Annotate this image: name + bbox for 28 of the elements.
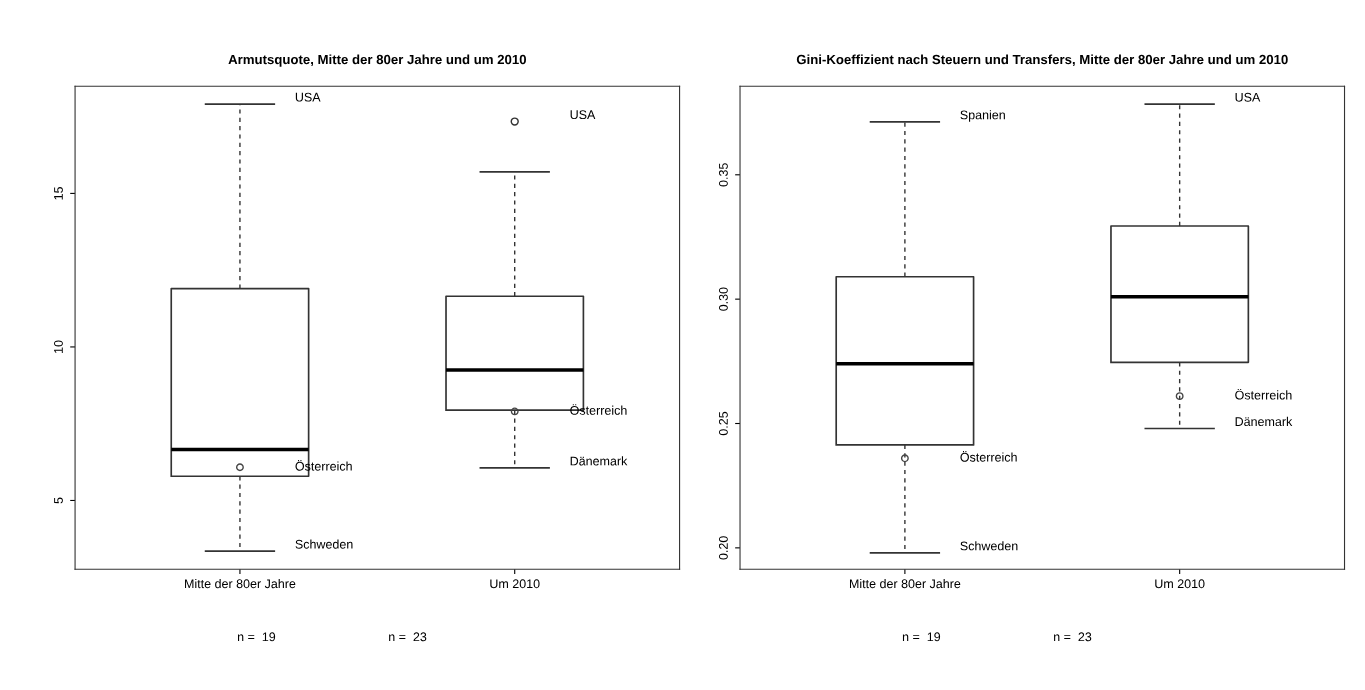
annotation: Österreich [960, 451, 1017, 462]
y-tick-label: 0.35 [718, 163, 728, 187]
y-tick-label: 15 [54, 186, 63, 200]
annotation: Dänemark [1235, 416, 1293, 427]
text: n = 23 [389, 632, 427, 642]
chart-title: Armutsquote, Mitte der 80er Jahre und um 2010 [228, 54, 526, 67]
annotation: Österreich [1235, 388, 1292, 400]
x-tick-label: Um 2010 [1155, 579, 1205, 589]
annotation: Dänemark [570, 456, 628, 466]
x-tick-label: Um 2010 [490, 579, 540, 589]
annotation: Spanien [960, 110, 1005, 122]
annotation: Schweden [960, 541, 1018, 551]
y-tick-label: 0.20 [718, 536, 728, 560]
y-tick-label: 5 [54, 497, 63, 504]
chart-title: Gini-Koeffizient nach Steuern und Transfers, Mitte der 80er Jahre und um 2010 [796, 54, 1288, 67]
y-tick-label: 10 [54, 340, 63, 353]
y-tick-label: 0.30 [718, 287, 728, 311]
annotation: USA [1235, 92, 1261, 102]
text: n = 19 [237, 632, 276, 642]
annotation: USA [570, 110, 596, 120]
x-tick-label: Mitte der 80er Jahre [185, 578, 296, 589]
annotation: Österreich [570, 404, 627, 415]
y-tick-label: 0.25 [718, 411, 728, 436]
x-tick-label: Mitte der 80er Jahre [849, 578, 961, 589]
annotation: USA [295, 92, 321, 102]
text: n = 23 [1054, 632, 1092, 642]
text: n = 19 [902, 632, 941, 642]
annotation: Schweden [295, 539, 353, 549]
